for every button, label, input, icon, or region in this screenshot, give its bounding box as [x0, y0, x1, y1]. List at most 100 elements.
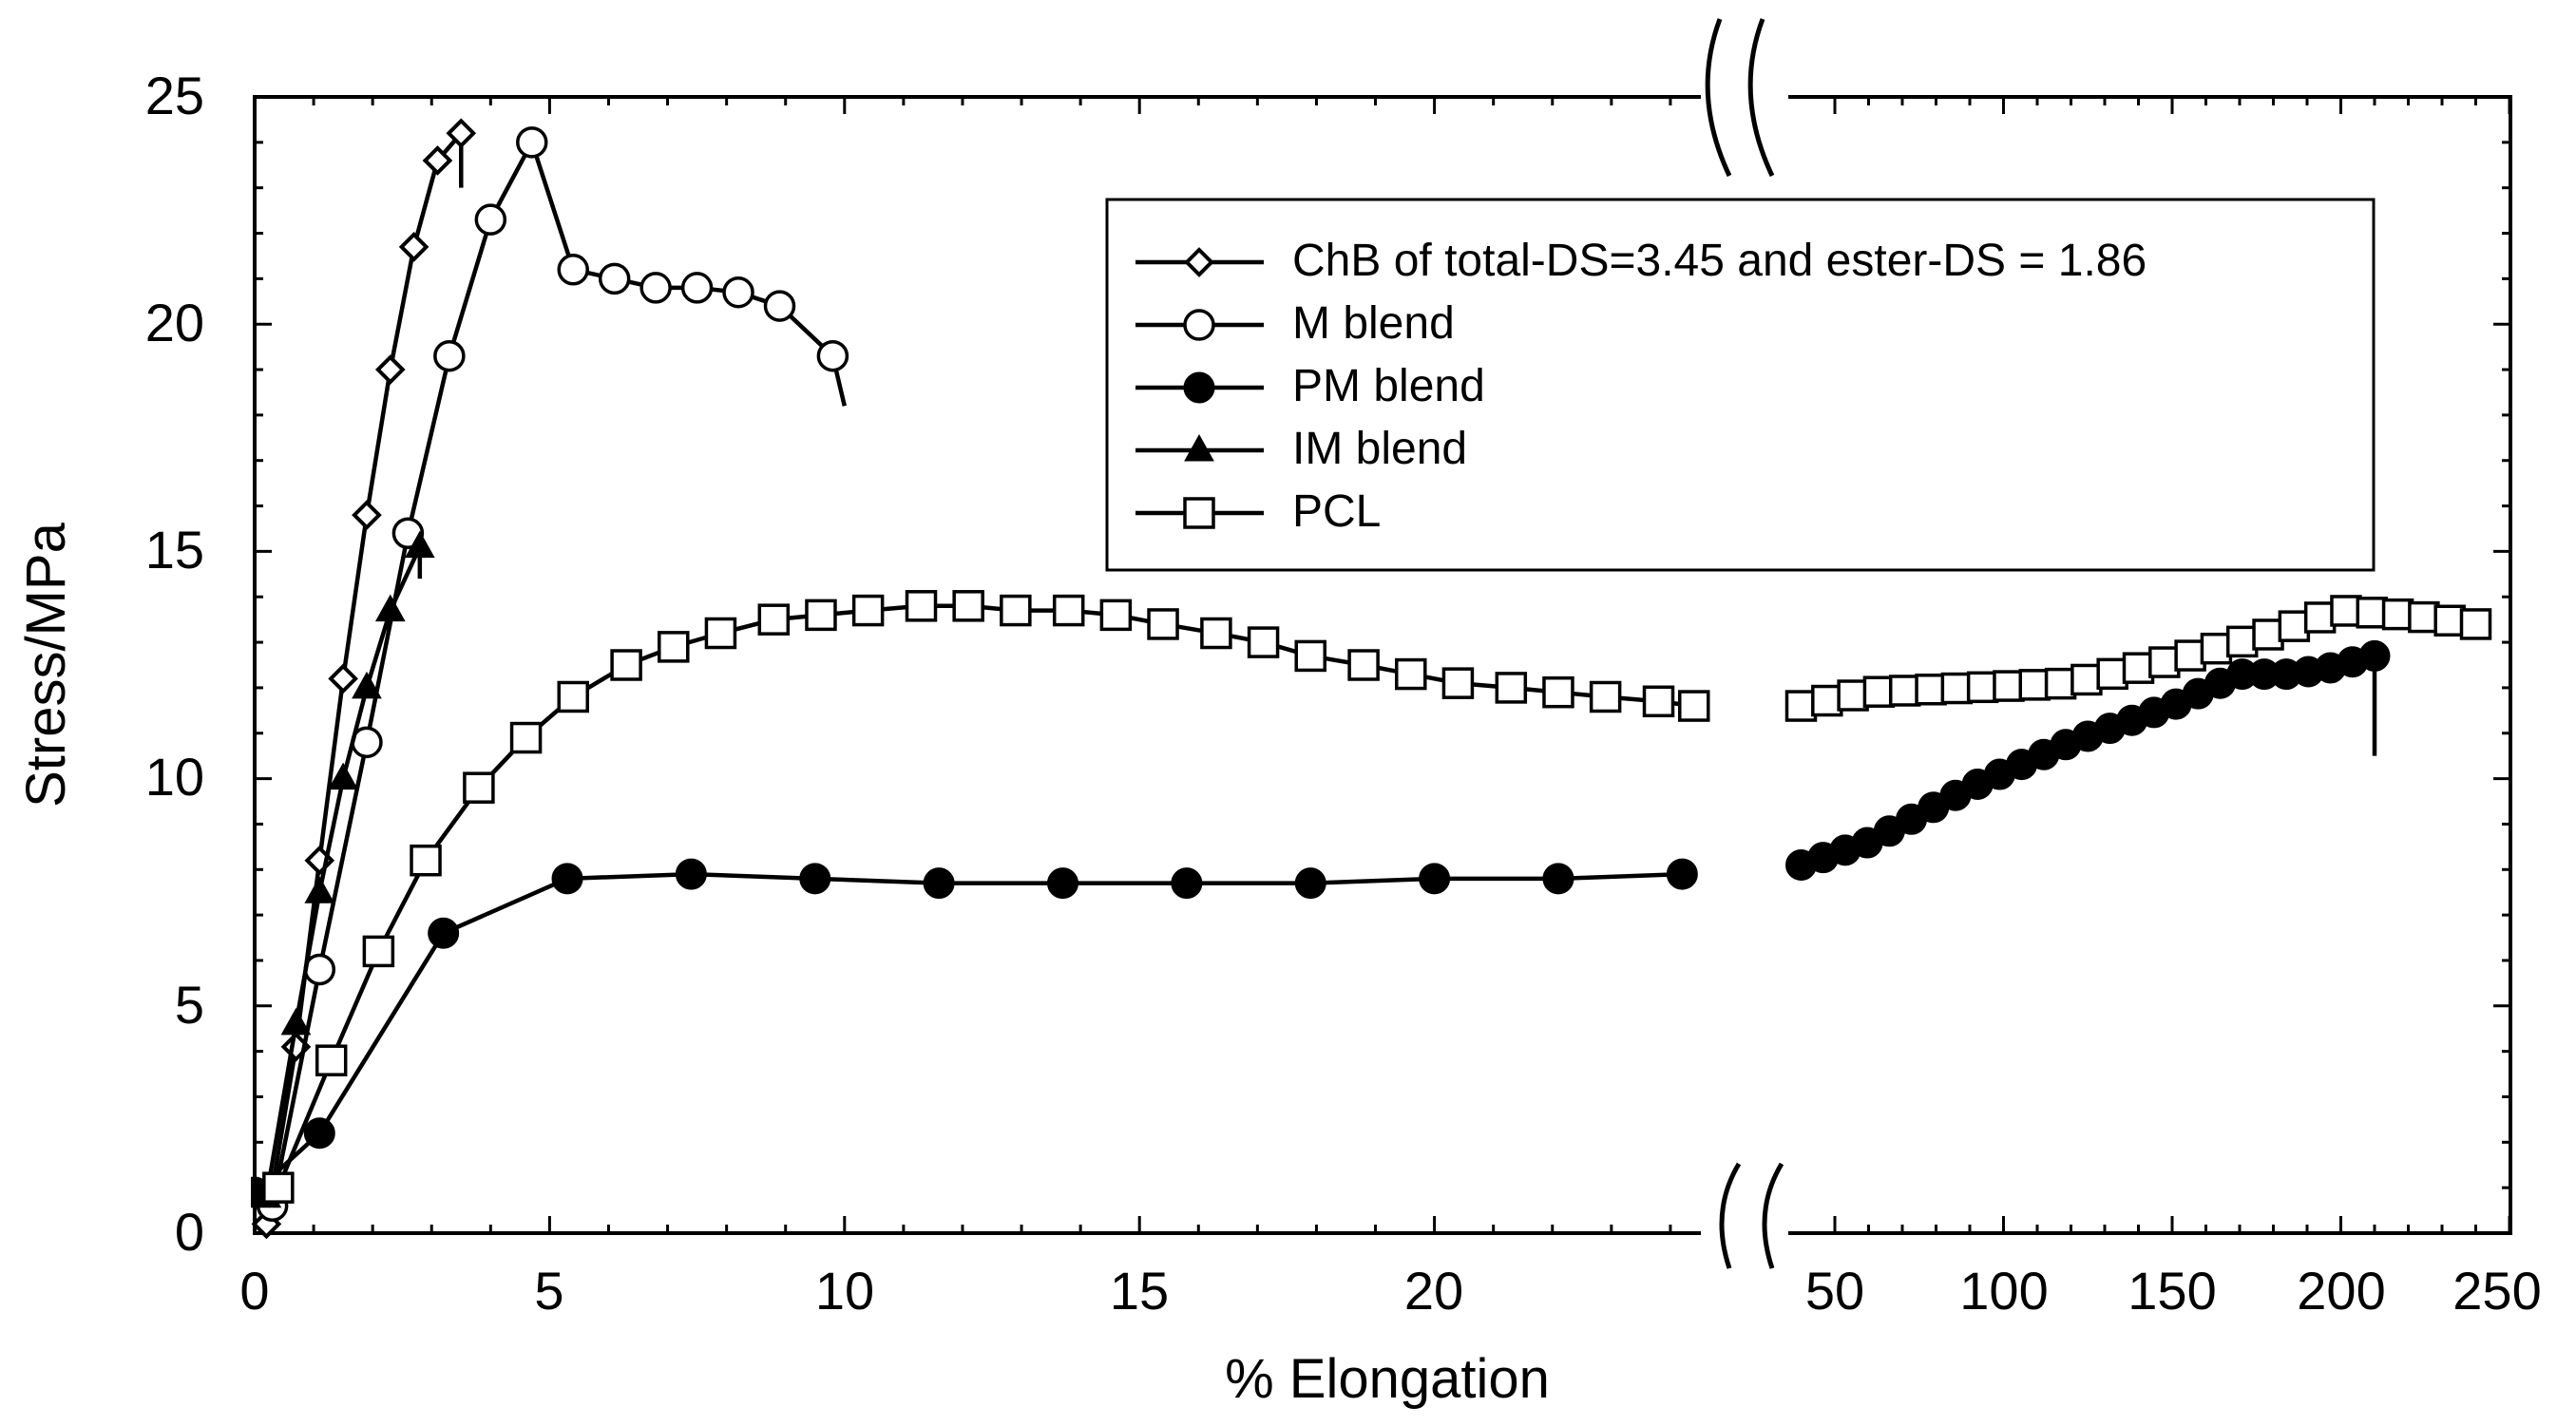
data-point-pm-blend	[303, 1117, 335, 1150]
data-point-pcl	[1915, 674, 1947, 706]
data-point-pcl	[2303, 601, 2337, 634]
series-line-pcl	[276, 603, 1695, 1189]
data-point-pcl	[410, 844, 442, 877]
data-point-pm-blend	[675, 858, 707, 890]
data-point-pcl	[509, 721, 543, 754]
data-point-pcl	[1888, 675, 1921, 707]
data-point-m-blend	[557, 254, 589, 286]
data-point-pm-blend	[923, 867, 955, 900]
data-point-pcl	[2278, 610, 2311, 642]
legend-label-pm-blend: PM blend	[1292, 361, 1485, 411]
data-point-pcl	[315, 1044, 348, 1076]
y-tick-label: 10	[145, 747, 204, 807]
legend-label-im-blend: IM blend	[1292, 424, 1467, 474]
data-point-pcl	[1347, 649, 1380, 681]
tick-marks	[253, 95, 2511, 1235]
data-point-pcl	[952, 590, 984, 622]
data-point-pcl	[2070, 663, 2103, 696]
series-line-m-blend	[270, 137, 847, 1207]
data-point-pcl	[2018, 669, 2051, 701]
data-point-im-blend	[374, 594, 406, 622]
y-tick-label: 25	[145, 66, 204, 125]
data-point-pcl	[805, 599, 837, 632]
data-point-im-blend	[304, 876, 335, 903]
tick-labels: 0 5 10 15 20 25 0 5 10 15 20 50 100 150 …	[145, 66, 2542, 1321]
y-tick-label: 0	[175, 1202, 204, 1262]
data-point-pcl	[2408, 600, 2440, 634]
data-point-m-blend	[433, 339, 466, 372]
data-point-pm-blend	[799, 863, 831, 895]
data-point-pm-blend	[1542, 863, 1574, 895]
x-tick-label: 150	[2128, 1261, 2216, 1321]
data-point-pm-blend	[428, 917, 460, 949]
y-axis-title: Stress/MPa	[15, 522, 77, 807]
axis-break-top-left	[1705, 18, 1732, 178]
axis-break-top-right	[1747, 18, 1775, 178]
data-point-m-blend	[680, 272, 714, 304]
data-point-pcl	[1052, 594, 1085, 627]
legend-marker-pm-blend	[1183, 371, 1215, 404]
series-line-pm-blend	[253, 871, 1683, 1194]
legend-box	[1105, 198, 2376, 572]
axis-break-bottom-right	[1762, 1162, 1784, 1269]
data-point-m-blend	[598, 262, 631, 295]
legend-marker-im-blend	[1184, 433, 1214, 462]
series-line-im-blend	[264, 545, 423, 1198]
data-point-pcl	[1784, 690, 1818, 722]
data-point-pcl	[2044, 667, 2077, 700]
data-point-pm-blend	[1666, 858, 1698, 890]
data-point-pcl	[2096, 657, 2128, 691]
data-point-pcl	[1147, 608, 1179, 640]
right-segment-plot	[1784, 595, 2492, 881]
legend-markers	[1135, 247, 1264, 529]
data-point-pcl	[1940, 672, 1974, 705]
data-point-pcl	[2200, 632, 2233, 665]
data-point-pcl	[658, 631, 690, 663]
legend-marker-chb	[1184, 247, 1214, 277]
data-point-chb	[422, 145, 453, 176]
data-point-pcl	[1495, 672, 1528, 704]
data-point-pcl	[2459, 608, 2492, 640]
legend-label-m-blend: M blend	[1292, 298, 1455, 349]
x-tick-label: 15	[1110, 1261, 1169, 1321]
data-point-pcl	[1678, 690, 1710, 722]
data-point-chb	[328, 663, 358, 694]
legend-label-pcl: PCL	[1292, 486, 1381, 537]
data-point-pcl	[1993, 670, 2025, 702]
data-point-im-blend	[328, 762, 358, 790]
data-point-pcl	[1862, 675, 1896, 708]
data-point-pcl	[1441, 667, 1475, 699]
data-point-chb	[352, 500, 382, 530]
data-point-pm-blend	[1294, 867, 1326, 900]
data-point-im-blend	[352, 671, 382, 699]
data-point-pcl	[1811, 684, 1843, 717]
data-point-pcl	[1294, 639, 1326, 673]
axis-break-bottom-left	[1719, 1162, 1742, 1269]
y-tick-label: 20	[145, 293, 204, 352]
x-axis-title: % Elongation	[1225, 1348, 1550, 1410]
data-point-m-blend	[639, 272, 672, 304]
left-segment-plot	[251, 118, 1710, 1240]
data-point-chb	[446, 118, 477, 149]
plot-frame	[253, 95, 2512, 1235]
data-point-pcl	[1837, 679, 1869, 712]
data-point-pcl	[851, 594, 885, 627]
y-tick-label: 5	[175, 975, 204, 1035]
data-point-pcl	[1247, 626, 1280, 658]
legend-label-chb: ChB of total-DS=3.45 and ester-DS = 1.86	[1292, 236, 2147, 286]
data-point-pm-blend	[1171, 867, 1203, 900]
data-point-pcl	[1589, 680, 1622, 713]
legend-marker-m-blend	[1183, 309, 1215, 341]
x-tick-label: 0	[239, 1261, 269, 1321]
data-point-pcl	[757, 603, 791, 636]
data-point-m-blend	[722, 276, 754, 309]
data-point-pcl	[2381, 598, 2414, 631]
data-point-pcl	[2330, 595, 2362, 627]
data-point-im-blend	[404, 530, 435, 559]
data-point-m-blend	[816, 339, 849, 372]
data-point-pcl	[1642, 685, 1675, 718]
data-point-pcl	[1200, 617, 1232, 650]
data-point-pcl	[905, 590, 938, 622]
data-point-pcl	[262, 1171, 295, 1204]
x-tick-label: 10	[815, 1261, 874, 1321]
